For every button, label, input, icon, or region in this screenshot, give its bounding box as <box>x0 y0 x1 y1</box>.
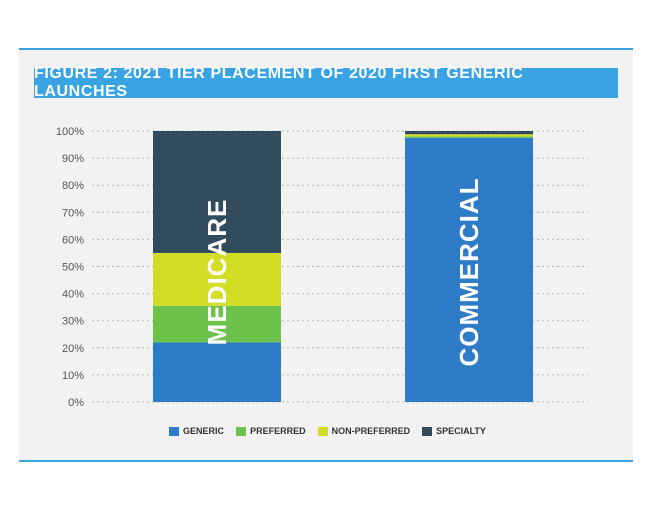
bar-label-commercial: COMMERCIAL <box>454 177 484 366</box>
bar-segment-non-preferred <box>405 134 533 137</box>
y-tick-label: 40% <box>62 289 84 301</box>
y-tick-label: 70% <box>62 207 84 219</box>
y-tick-label: 20% <box>62 343 84 355</box>
bar-segment-generic <box>405 137 533 402</box>
legend-swatch <box>422 426 433 436</box>
legend-label: SPECIALTY <box>436 426 486 436</box>
legend-swatch <box>169 426 180 436</box>
legend-item-non-preferred: NON-PREFERRED <box>317 426 411 436</box>
y-tick-label: 30% <box>62 316 84 328</box>
legend: GENERIC PREFERRED NON-PREFERRED SPECIALTY <box>0 426 655 436</box>
legend-label: GENERIC <box>183 426 225 436</box>
legend-label: NON-PREFERRED <box>331 426 411 436</box>
y-tick-label: 100% <box>56 126 84 138</box>
legend-swatch <box>236 426 247 436</box>
chart-title: FIGURE 2: 2021 TIER PLACEMENT OF 2020 FI… <box>34 65 618 100</box>
legend-item-preferred: PREFERRED <box>236 426 306 436</box>
bars <box>153 131 533 402</box>
legend-item-specialty: SPECIALTY <box>422 426 486 436</box>
bar-labels: MEDICARE COMMERCIAL <box>202 177 484 366</box>
bar-segment-non-preferred <box>153 252 281 306</box>
bar-label-medicare: MEDICARE <box>202 199 232 346</box>
legend-label: PREFERRED <box>250 426 306 436</box>
bar-segment-preferred <box>153 305 281 343</box>
y-tick-label: 90% <box>62 153 84 165</box>
legend-swatch <box>317 426 328 436</box>
y-tick-label: 10% <box>62 370 84 382</box>
y-tick-label: 60% <box>62 234 84 246</box>
bar-segment-generic <box>153 342 281 402</box>
legend-item-generic: GENERIC <box>169 426 224 436</box>
bar-segment-preferred <box>405 136 533 138</box>
y-tick-label: 0% <box>68 397 84 409</box>
bar-segment-specialty <box>405 131 533 135</box>
bar-segment-specialty <box>153 131 281 253</box>
y-tick-label: 50% <box>62 262 84 274</box>
y-tick-label: 80% <box>62 180 84 192</box>
y-axis-ticks: 0% 10% 20% 30% 40% 50% 60% 70% 80% 90% 100% <box>56 126 84 409</box>
